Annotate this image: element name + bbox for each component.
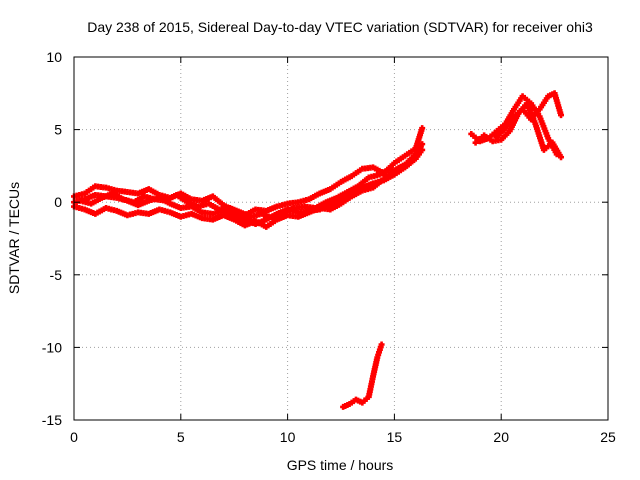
- x-tick-label: 10: [280, 429, 296, 445]
- data-point: [558, 154, 565, 161]
- series-track-c: [71, 141, 426, 230]
- series-track-d: [77, 165, 394, 222]
- y-tick-label: 5: [54, 122, 62, 138]
- x-tick-label: 25: [600, 429, 616, 445]
- chart-title: Day 238 of 2015, Sidereal Day-to-day VTE…: [87, 19, 593, 35]
- x-tick-label: 20: [493, 429, 509, 445]
- data-point: [558, 112, 565, 119]
- series-track-f: [472, 100, 565, 161]
- series-track-g: [493, 90, 565, 140]
- y-tick-label: 10: [46, 49, 62, 65]
- series-track-a: [71, 125, 426, 219]
- plot-frame: [73, 56, 609, 421]
- x-tick-label: 0: [70, 429, 78, 445]
- data-points: [71, 90, 565, 410]
- data-point: [378, 341, 385, 348]
- data-point: [387, 165, 394, 172]
- x-tick-label: 15: [387, 429, 403, 445]
- y-tick-label: 0: [54, 194, 62, 210]
- y-tick-label: -10: [42, 339, 62, 355]
- y-axis-label: SDTVAR / TECUs: [6, 182, 22, 294]
- x-axis-label: GPS time / hours: [287, 457, 394, 473]
- series-track-h: [340, 341, 385, 410]
- x-tick-label: 5: [177, 429, 185, 445]
- y-tick-label: -15: [42, 412, 62, 428]
- data-point: [419, 141, 426, 148]
- data-point: [419, 125, 426, 132]
- axis-ticks: 0 5 10 15 20 25 10 5 0 -5 -10 -15: [42, 49, 616, 445]
- y-tick-label: -5: [50, 267, 63, 283]
